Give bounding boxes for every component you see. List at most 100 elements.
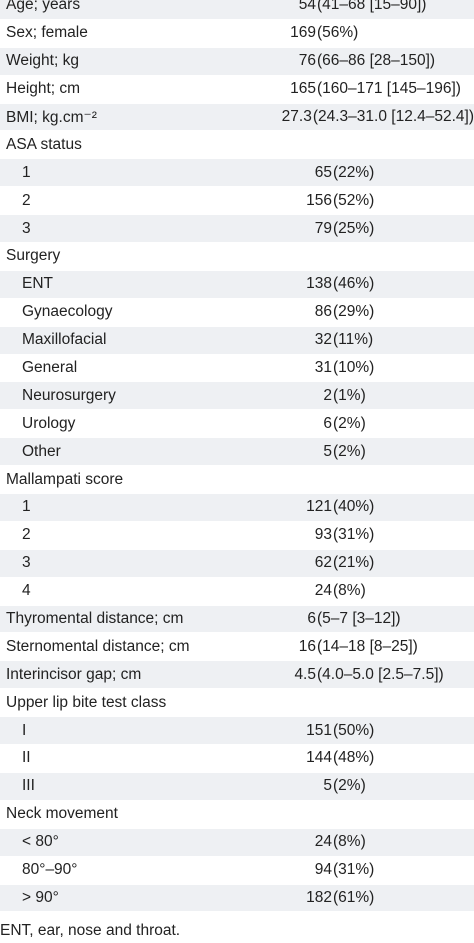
value-number: 156 (306, 191, 332, 209)
row-value: 31 (10%) (272, 359, 375, 377)
row-label: 2 (22, 191, 31, 209)
row-label: 80°–90° (22, 861, 78, 879)
value-detail: (52%) (333, 191, 375, 209)
row-label: Upper lip bite test class (6, 693, 167, 711)
table-row: Upper lip bite test class (0, 689, 474, 718)
value-number: 86 (314, 303, 332, 321)
row-value: 138 (46%) (272, 275, 374, 293)
value-number: 138 (306, 275, 332, 293)
value-number: 27.3 (281, 108, 312, 125)
table: Age; years 54 (41–68 [15–90]) Sex; female 1… (0, 0, 474, 913)
value-detail: (61%) (333, 888, 375, 906)
row-value: 62 (21%) (272, 554, 375, 572)
row-label: I (22, 721, 27, 739)
value-number: 54 (298, 0, 316, 14)
row-value: 94 (31%) (272, 861, 375, 879)
row-value: 2 (1%) (272, 386, 366, 405)
table-row: ENT 138 (46%) (0, 270, 474, 299)
row-label: 4 (22, 582, 31, 600)
row-label: BMI; kg.cm⁻² (6, 108, 97, 126)
table-row: Gynaecology 86 (29%) (0, 299, 474, 327)
value-number: 94 (314, 861, 332, 879)
row-value: 121 (40%) (272, 498, 374, 516)
row-value: 151 (50%) (272, 722, 374, 740)
row-label: 2 (22, 526, 31, 544)
row-value: 182 (61%) (272, 889, 374, 907)
table-row: Weight; kg 76 (66–86 [28–150]) (0, 47, 474, 76)
table-row: 3 62 (21%) (0, 549, 474, 578)
value-detail: (11%) (333, 331, 374, 349)
value-detail: (8%) (333, 833, 366, 851)
value-detail: (10%) (333, 359, 375, 377)
table-row: 2 93 (31%) (0, 522, 474, 550)
table-row: I 151 (50%) (0, 717, 474, 746)
table-row: ASA status (0, 131, 474, 160)
row-value: 32 (11%) (272, 331, 373, 349)
table-row: < 80° 24 (8%) (0, 828, 474, 857)
value-number: 65 (314, 163, 332, 181)
row-label: Gynaecology (22, 303, 113, 321)
table-row: Neurosurgery 2 (1%) (0, 382, 474, 411)
row-label: General (22, 359, 78, 377)
row-value: 4.5 (4.0–5.0 [2.5–7.5]) (256, 665, 444, 684)
row-value: 65 (22%) (272, 163, 375, 182)
table-row: Age; years 54 (41–68 [15–90]) (0, 0, 474, 20)
row-label: III (22, 777, 35, 795)
value-number: 4.5 (294, 665, 316, 683)
table-row: Sternomental distance; cm 16 (14–18 [8–25… (0, 633, 474, 662)
table-row: BMI; kg.cm⁻² 27.3 (24.3–31.0 [12.4–52.4]) (0, 103, 474, 132)
row-label: Surgery (6, 247, 61, 265)
row-label: Thyromental distance; cm (6, 610, 184, 628)
row-label: Interincisor gap; cm (6, 665, 142, 683)
row-value: 93 (31%) (272, 526, 375, 544)
value-number: 93 (314, 526, 332, 544)
row-label: Neurosurgery (22, 386, 116, 404)
row-label: 1 (22, 498, 31, 516)
value-number: 24 (314, 582, 332, 600)
row-value: 86 (29%) (272, 303, 375, 321)
value-number: 169 (290, 24, 316, 42)
row-value: 144 (48%) (272, 749, 374, 767)
value-detail: (56%) (317, 24, 359, 42)
row-value: 79 (25%) (272, 219, 375, 238)
row-value: 76 (66–86 [28–150]) (256, 52, 435, 70)
value-detail: (5–7 [3–12]) (317, 610, 401, 628)
value-detail: (48%) (333, 749, 375, 767)
row-label: Neck movement (6, 805, 118, 823)
table-row: General 31 (10%) (0, 355, 474, 383)
row-label: Mallampati score (6, 470, 124, 488)
row-value: 169 (56%) (256, 24, 358, 42)
row-value: 24 (8%) (272, 582, 366, 600)
row-label: Age; years (6, 0, 81, 14)
table-row: 4 24 (8%) (0, 578, 474, 606)
value-detail: (4.0–5.0 [2.5–7.5]) (317, 665, 444, 683)
value-number: 6 (323, 414, 332, 432)
value-number: 62 (314, 554, 332, 572)
value-number: 16 (298, 637, 316, 655)
value-number: 79 (314, 219, 332, 237)
value-number: 5 (323, 777, 332, 795)
row-label: < 80° (22, 833, 59, 851)
value-detail: (2%) (333, 442, 366, 460)
value-detail: (1%) (333, 386, 366, 404)
table-row: Mallampati score (0, 466, 474, 495)
value-detail: (50%) (333, 721, 375, 739)
table-row: Neck movement (0, 801, 474, 829)
table-row: Maxillofacial 32 (11%) (0, 326, 474, 355)
row-label: > 90° (22, 888, 59, 906)
table-row: 2 156 (52%) (0, 187, 474, 216)
row-label: Urology (22, 414, 76, 432)
value-detail: (21%) (333, 554, 375, 572)
table-row: Surgery (0, 243, 474, 271)
table-row: Urology 6 (2%) (0, 410, 474, 439)
row-label: 3 (22, 219, 31, 237)
value-detail: (29%) (333, 303, 375, 321)
row-value: 5 (2%) (272, 442, 366, 461)
row-label: ASA status (6, 135, 82, 153)
row-label: Height; cm (6, 80, 81, 98)
value-detail: (160–171 [145–196]) (317, 80, 461, 98)
value-number: 31 (314, 359, 332, 377)
value-detail: (31%) (333, 861, 375, 879)
value-detail: (46%) (333, 275, 375, 293)
